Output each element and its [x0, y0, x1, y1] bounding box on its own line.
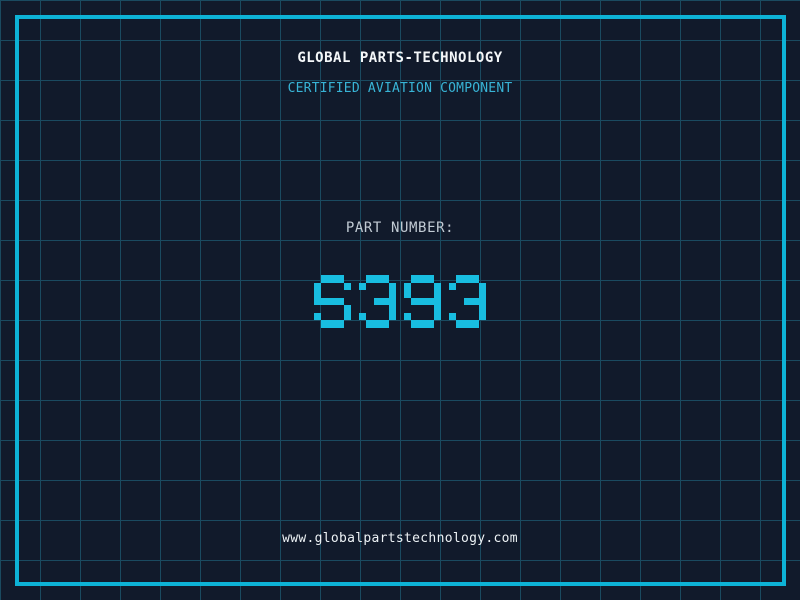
- part-number-glyph: [358, 275, 397, 328]
- part-number-label: PART NUMBER:: [345, 220, 455, 236]
- part-number-glyph: [313, 275, 352, 328]
- part-number-glyph: [403, 275, 442, 328]
- company-title: GLOBAL PARTS-TECHNOLOGY: [297, 50, 503, 66]
- part-number-display: [0, 275, 800, 328]
- frame-border: [15, 15, 786, 586]
- certification-subtitle: CERTIFIED AVIATION COMPONENT: [287, 81, 513, 96]
- part-number-glyph: [448, 275, 487, 328]
- website-url: www.globalpartstechnology.com: [282, 531, 518, 546]
